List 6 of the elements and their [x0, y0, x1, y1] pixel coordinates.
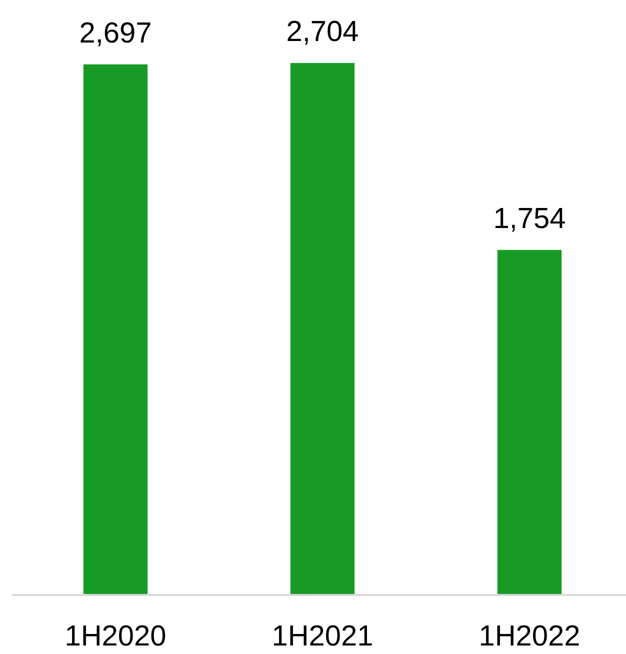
- data-label: 1,754: [493, 202, 566, 235]
- x-tick-label: 1H2020: [64, 620, 166, 653]
- data-label: 2,697: [79, 17, 152, 50]
- data-label: 2,704: [286, 16, 359, 48]
- x-tick-label: 1H2021: [272, 620, 374, 653]
- x-tick-label: 1H2022: [478, 620, 580, 653]
